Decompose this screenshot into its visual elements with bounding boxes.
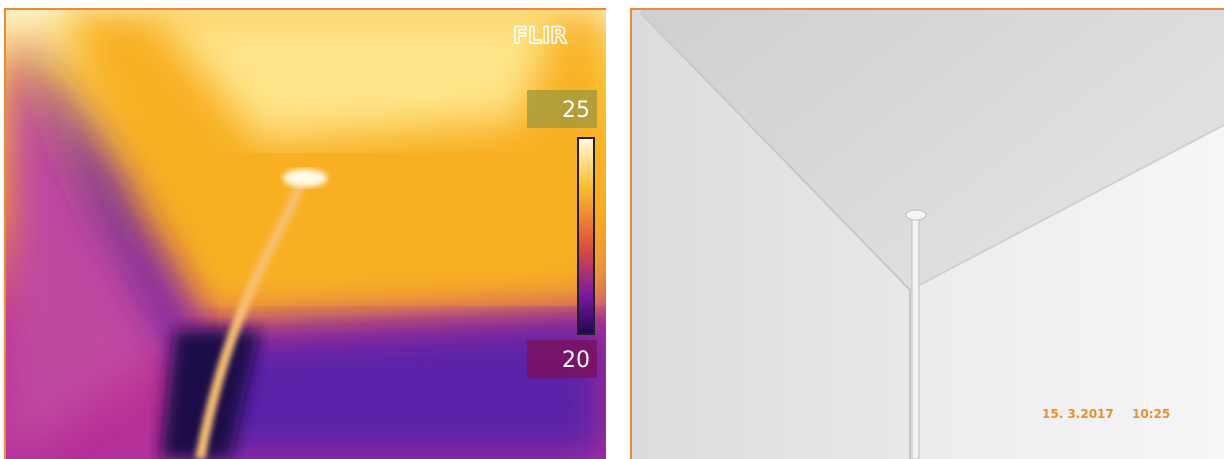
scale-max: 25 xyxy=(562,98,590,123)
brand-logo: FLIR xyxy=(513,24,567,49)
scale-max-box xyxy=(527,90,597,128)
scale-min: 20 xyxy=(562,348,590,373)
photo-image: 15. 3.2017 10:25 xyxy=(632,10,1224,459)
thermal-image: FLIR 25 20 xyxy=(6,10,606,459)
photo-date: 15. 3.2017 xyxy=(1042,407,1114,421)
scale-min-box xyxy=(527,340,597,378)
frame-right xyxy=(630,8,1224,459)
color-scale xyxy=(577,137,595,335)
frame-left xyxy=(4,8,606,459)
photo-time: 10:25 xyxy=(1132,407,1170,421)
